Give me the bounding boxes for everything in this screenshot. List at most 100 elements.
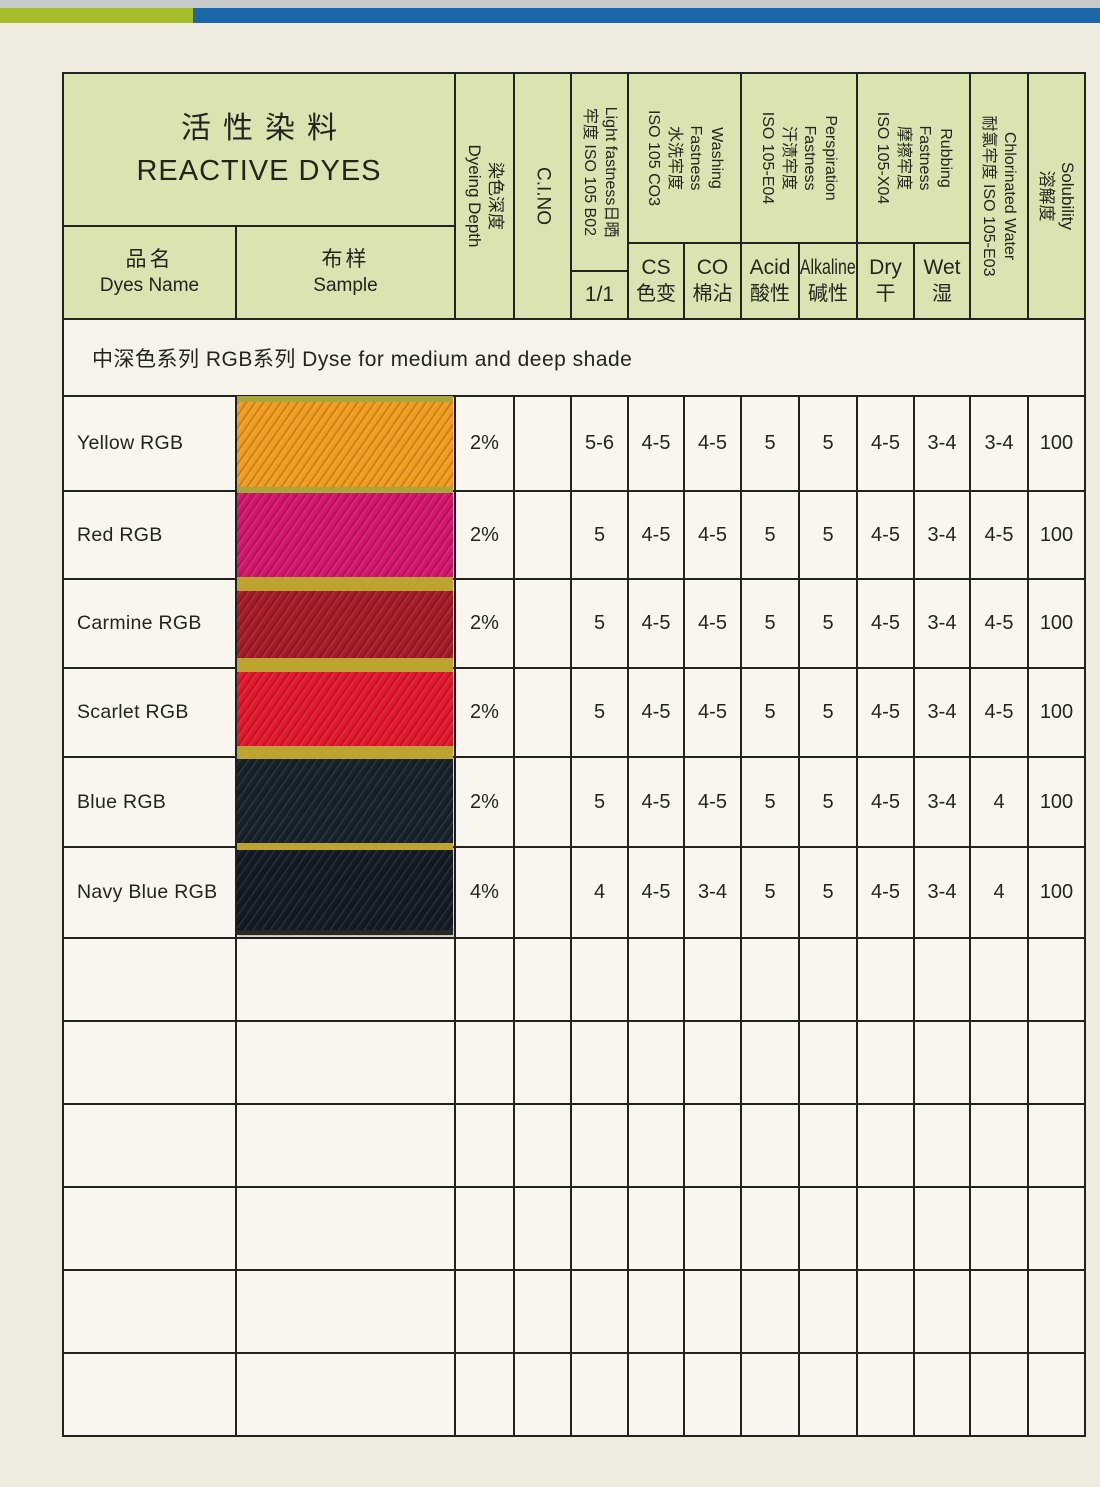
subheader-light-1-1: 1/1 [570, 270, 629, 320]
fabric-band-scarlet-rgb [237, 672, 453, 746]
dyeing-depth-line2: Dyeing Depth [464, 144, 484, 248]
dye-name-empty-row-10 [62, 1269, 237, 1354]
dyeing-depth-scarlet-rgb: 2% [454, 667, 515, 758]
value-empty-row-10-col8 [1027, 1269, 1086, 1354]
value-carmine-rgb-col3: 5 [740, 578, 800, 669]
value-empty-row-11-col7 [969, 1352, 1029, 1437]
value-carmine-rgb-col8: 100 [1027, 578, 1086, 669]
dye-name-blue-rgb: Blue RGB [62, 756, 237, 848]
value-empty-row-10-col1 [627, 1269, 685, 1354]
persp-line2: Fastness [801, 125, 818, 191]
dyeing-depth-empty-row-9 [454, 1186, 515, 1271]
value-empty-row-8-col2 [683, 1103, 742, 1188]
dyeing-depth-empty-row-11 [454, 1352, 515, 1437]
value-empty-row-8-col5 [856, 1103, 915, 1188]
ci-no-carmine-rgb [513, 578, 572, 669]
subheader-acid: Acid 酸性 [740, 242, 800, 320]
sample-cjk: 布样 [321, 248, 370, 271]
solubility-line2: 溶解度 [1036, 170, 1056, 222]
value-red-rgb-col7: 4-5 [969, 490, 1029, 580]
value-empty-row-8-col0 [570, 1103, 629, 1188]
value-carmine-rgb-col7: 4-5 [969, 578, 1029, 669]
value-carmine-rgb-col0: 5 [570, 578, 629, 669]
value-empty-row-11-col0 [570, 1352, 629, 1437]
value-empty-row-7-col2 [683, 1020, 742, 1105]
value-red-rgb-col2: 4-5 [683, 490, 742, 580]
value-empty-row-6-col6 [913, 937, 971, 1022]
title-en: REACTIVE DYES [136, 155, 382, 188]
value-empty-row-8-col1 [627, 1103, 685, 1188]
value-scarlet-rgb-col8: 100 [1027, 667, 1086, 758]
value-blue-rgb-col5: 4-5 [856, 756, 915, 848]
col-header-washing-fastness: Washing Fastness 水洗牢度 ISO 105 CO3 [627, 72, 742, 244]
dry-cjk: 干 [875, 283, 896, 306]
dyes-name-cjk: 品名 [125, 248, 174, 271]
value-red-rgb-col1: 4-5 [627, 490, 685, 580]
cs-cjk: 色变 [636, 283, 676, 306]
dyeing-depth-empty-row-6 [454, 937, 515, 1022]
alkaline-cjk: 碱性 [808, 283, 848, 306]
value-navy-blue-rgb-col7: 4 [969, 846, 1029, 939]
value-navy-blue-rgb-col6: 3-4 [913, 846, 971, 939]
ci-no-yellow-rgb [513, 395, 572, 492]
dye-name-yellow-rgb: Yellow RGB [62, 395, 237, 492]
col-header-solubility: Solubility 溶解度 [1027, 72, 1086, 320]
value-empty-row-8-col8 [1027, 1103, 1086, 1188]
value-yellow-rgb-col6: 3-4 [913, 395, 971, 492]
ci-no-navy-blue-rgb [513, 846, 572, 939]
value-empty-row-7-col7 [969, 1020, 1029, 1105]
wet-en: Wet [923, 255, 961, 279]
dyeing-depth-red-rgb: 2% [454, 490, 515, 580]
value-empty-row-11-col1 [627, 1352, 685, 1437]
value-yellow-rgb-col2: 4-5 [683, 395, 742, 492]
value-carmine-rgb-col2: 4-5 [683, 578, 742, 669]
value-empty-row-11-col5 [856, 1352, 915, 1437]
washing-line2: Fastness [686, 125, 704, 191]
value-carmine-rgb-col5: 4-5 [856, 578, 915, 669]
value-navy-blue-rgb-col4: 5 [798, 846, 858, 939]
value-blue-rgb-col3: 5 [740, 756, 800, 848]
sample-cell-empty-row-11 [235, 1352, 456, 1437]
dyeing-depth-yellow-rgb: 2% [454, 395, 515, 492]
value-navy-blue-rgb-col3: 5 [740, 846, 800, 939]
dye-name-empty-row-8 [62, 1103, 237, 1188]
value-red-rgb-col8: 100 [1027, 490, 1086, 580]
value-scarlet-rgb-col7: 4-5 [969, 667, 1029, 758]
top-green-bar [0, 8, 193, 23]
fabric-band-red-rgb [237, 493, 453, 577]
ci-no-blue-rgb [513, 756, 572, 848]
subheader-co: CO 棉沾 [683, 242, 742, 320]
value-empty-row-6-col7 [969, 937, 1029, 1022]
ci-no-empty-row-9 [513, 1186, 572, 1271]
value-yellow-rgb-col8: 100 [1027, 395, 1086, 492]
col-header-ci-no: C.I.NO [513, 72, 572, 320]
swatch-separator [237, 746, 453, 759]
rubbing-line4: ISO 105-X04 [873, 111, 891, 205]
value-scarlet-rgb-col3: 5 [740, 667, 800, 758]
value-red-rgb-col5: 4-5 [856, 490, 915, 580]
value-empty-row-7-col5 [856, 1020, 915, 1105]
value-empty-row-6-col3 [740, 937, 800, 1022]
acid-cjk: 酸性 [750, 283, 790, 306]
value-empty-row-9-col6 [913, 1186, 971, 1271]
value-empty-row-11-col2 [683, 1352, 742, 1437]
dyeing-depth-navy-blue-rgb: 4% [454, 846, 515, 939]
co-en: CO [696, 255, 729, 279]
persp-line1: Perspiration [822, 115, 839, 201]
value-carmine-rgb-col6: 3-4 [913, 578, 971, 669]
value-empty-row-9-col8 [1027, 1186, 1086, 1271]
dyeing-depth-carmine-rgb: 2% [454, 578, 515, 669]
value-empty-row-8-col4 [798, 1103, 858, 1188]
dye-name-empty-row-9 [62, 1186, 237, 1271]
value-empty-row-7-col1 [627, 1020, 685, 1105]
washing-line4: ISO 105 CO3 [644, 109, 662, 207]
solubility-line1: Solubility [1057, 161, 1077, 231]
value-red-rgb-col3: 5 [740, 490, 800, 580]
value-blue-rgb-col0: 5 [570, 756, 629, 848]
value-yellow-rgb-col4: 5 [798, 395, 858, 492]
subheader-cs: CS 色变 [627, 242, 685, 320]
swatch-bottom-edge [237, 930, 453, 935]
persp-line3: 汗渍牢度 [780, 125, 797, 190]
value-empty-row-7-col3 [740, 1020, 800, 1105]
light-fastness-line2: 牢度 ISO 105 B02 [580, 107, 598, 237]
